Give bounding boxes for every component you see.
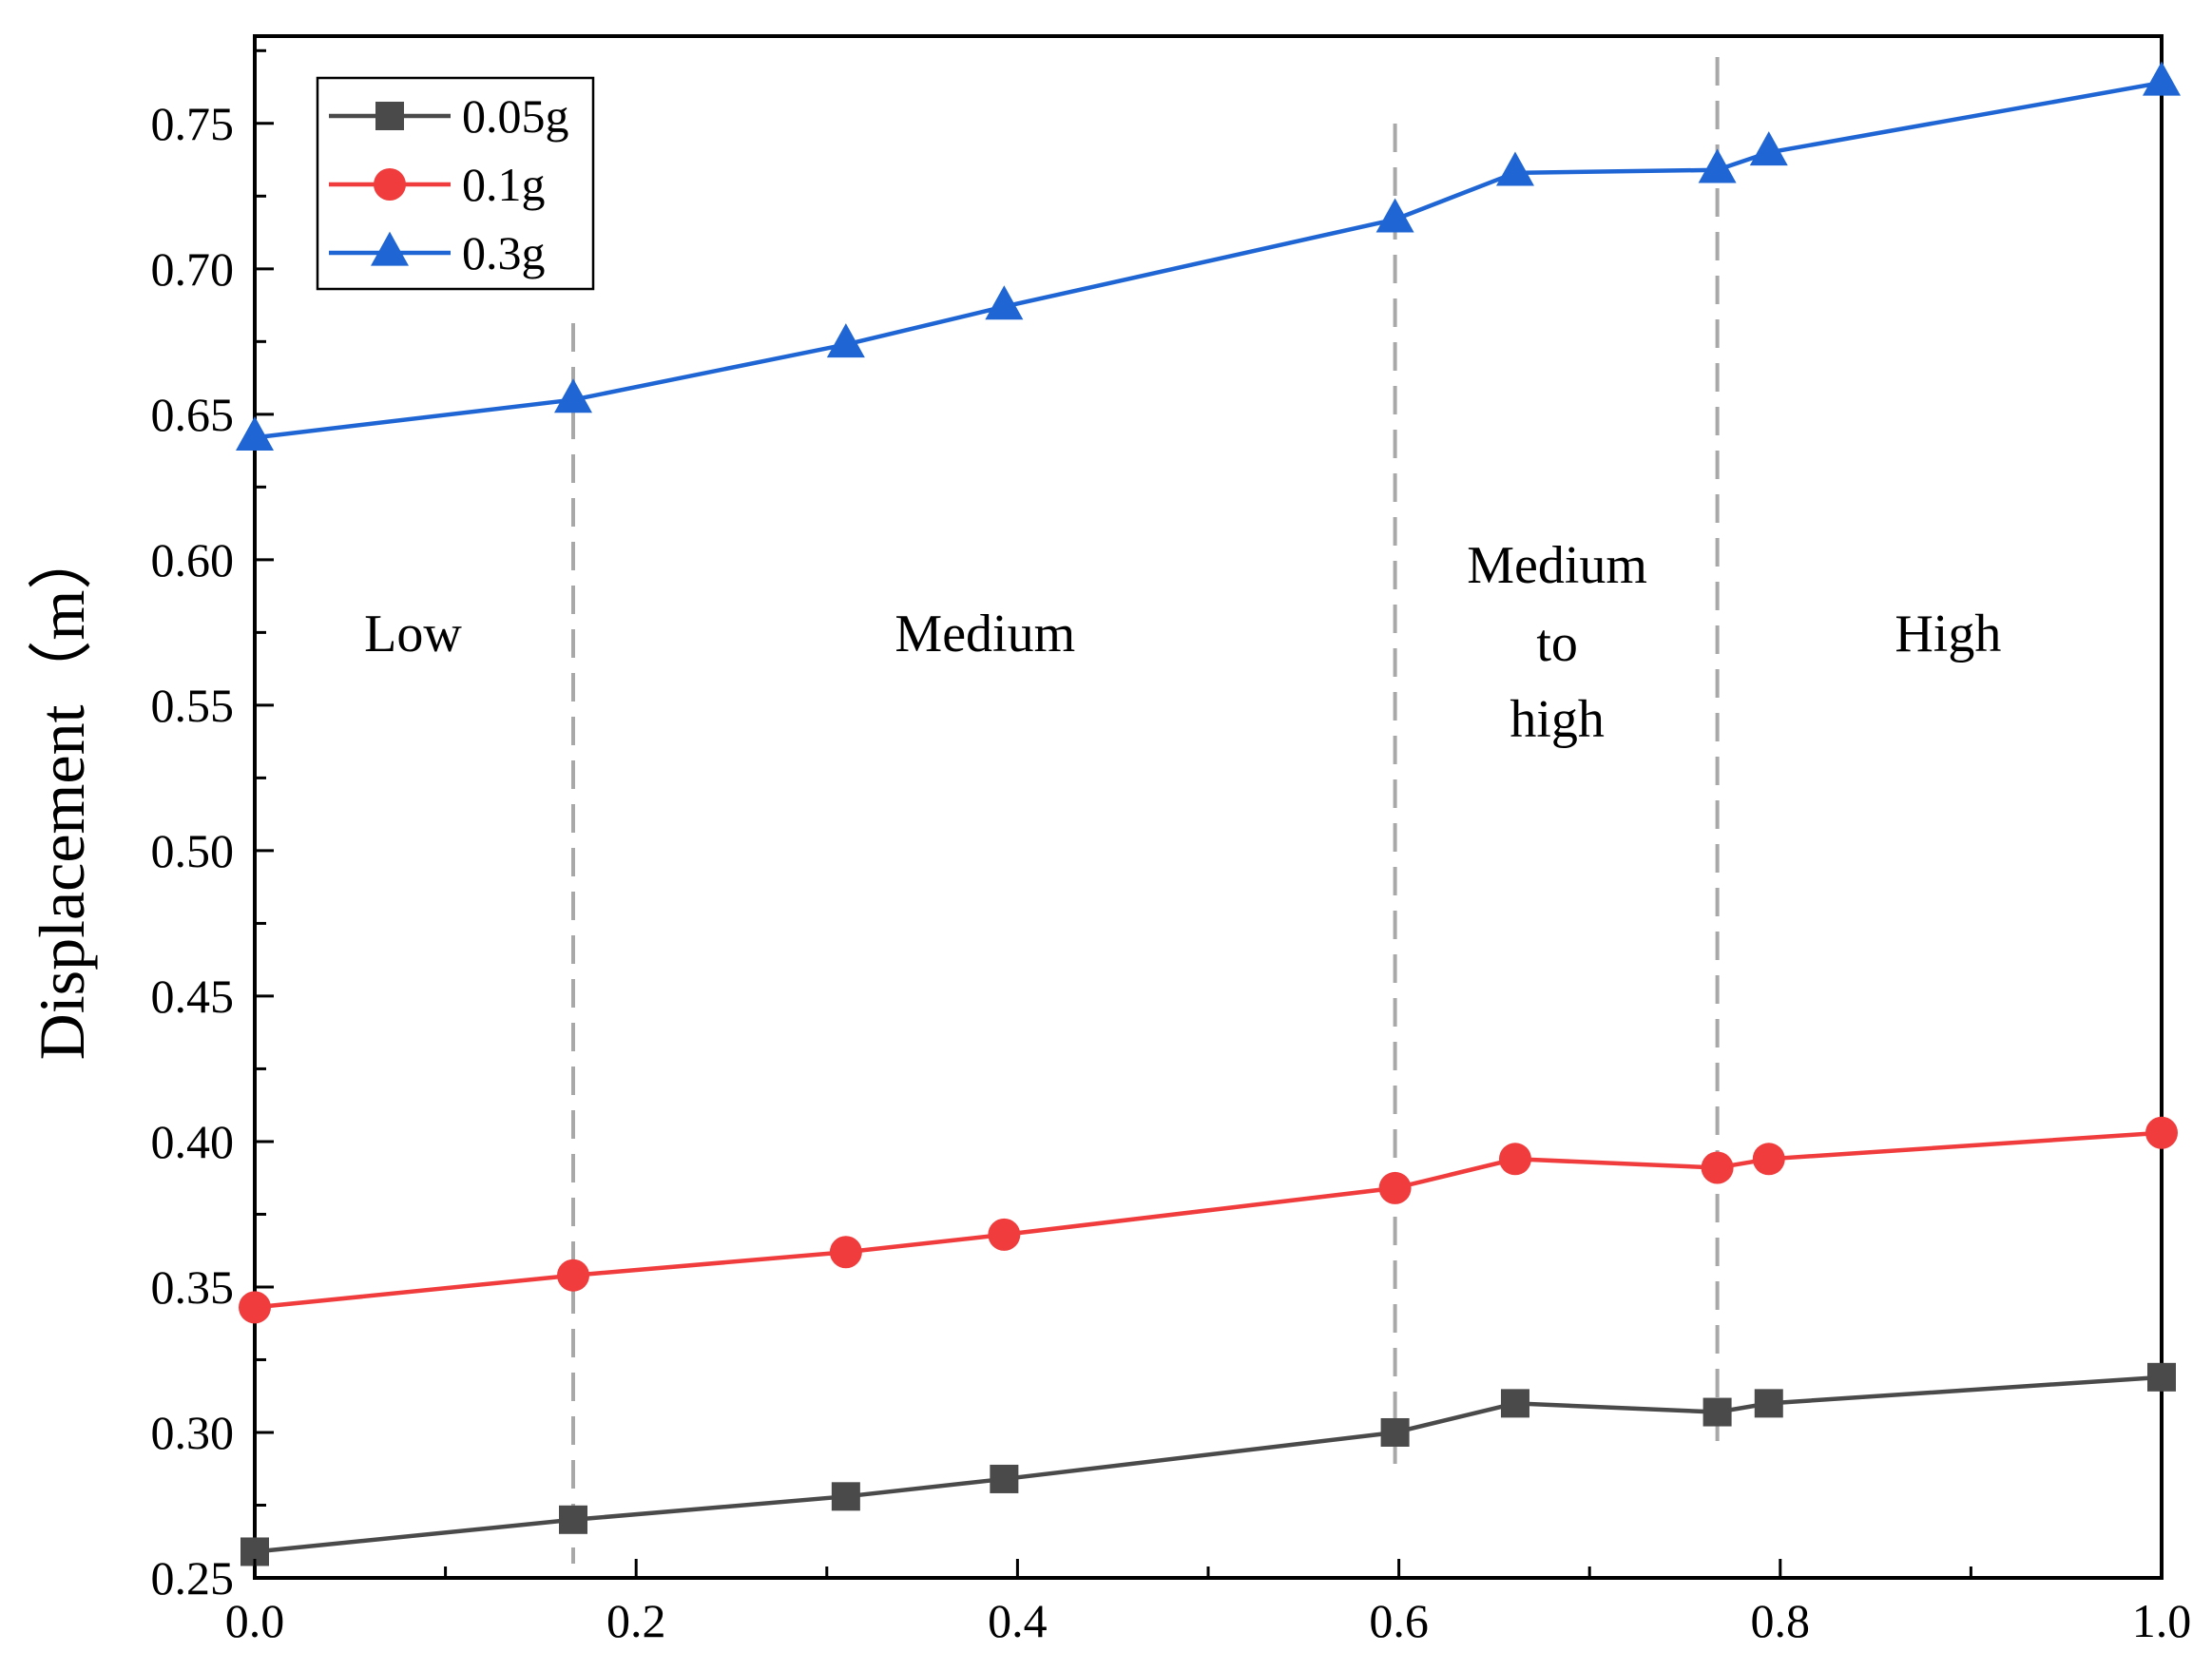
y-tick-label: 0.65 <box>151 388 235 441</box>
y-axis-title: Displacement（m） <box>26 526 98 1061</box>
legend: 0.05g 0.1g 0.3g <box>316 76 595 291</box>
data-point-0.3g <box>2143 61 2181 96</box>
region-label: High <box>1895 605 2001 663</box>
axes: 0.0 0.2 0.4 0.6 0.8 1.0 0.25 0.30 0.35 0.40 0.45 0.… <box>26 48 2192 1647</box>
legend-marker-0.05g <box>375 102 404 130</box>
region-dividers <box>571 57 1720 1564</box>
x-tick-label: 0.2 <box>606 1594 666 1647</box>
legend-label: 0.3g <box>462 226 546 279</box>
data-point-0.05g <box>1702 1397 1732 1427</box>
x-tick-label: 0.8 <box>1751 1594 1811 1647</box>
y-tick-label: 0.25 <box>151 1551 235 1605</box>
data-point-0.05g <box>559 1505 588 1534</box>
data-series <box>236 61 2181 1566</box>
x-tick-label: 0.4 <box>988 1594 1048 1647</box>
data-point-0.1g <box>557 1259 590 1292</box>
legend-marker-0.3g <box>371 231 409 266</box>
y-tick-label: 0.75 <box>151 97 235 150</box>
region-label: to <box>1536 614 1578 673</box>
region-label: high <box>1510 690 1605 749</box>
data-point-0.1g <box>988 1218 1021 1251</box>
data-point-0.1g <box>829 1236 862 1269</box>
region-label: Medium <box>1467 536 1647 595</box>
data-point-0.3g <box>826 323 865 358</box>
legend-label: 0.05g <box>462 89 569 143</box>
y-tick-label: 0.55 <box>151 679 235 732</box>
series-0.05g <box>240 1362 2176 1566</box>
data-point-0.1g <box>1752 1143 1785 1176</box>
x-tick-label: 0.6 <box>1369 1594 1429 1647</box>
data-point-0.3g <box>1375 198 1414 233</box>
data-point-0.05g <box>1754 1389 1783 1418</box>
data-point-0.1g <box>1378 1171 1412 1204</box>
data-point-0.05g <box>1500 1389 1529 1418</box>
series-0.1g <box>239 1116 2178 1324</box>
data-point-0.1g <box>1498 1143 1531 1176</box>
region-labels: Low Medium Medium to high High <box>364 536 2001 749</box>
y-tick-label: 0.60 <box>151 533 235 586</box>
y-tick-label: 0.35 <box>151 1260 235 1314</box>
y-tick-label: 0.70 <box>151 242 235 296</box>
data-point-0.3g <box>1495 151 1534 186</box>
data-point-0.3g <box>236 416 274 452</box>
data-point-0.1g <box>1701 1151 1734 1184</box>
data-point-0.3g <box>554 378 593 413</box>
x-tick-label: 0.0 <box>225 1594 285 1647</box>
data-point-0.05g <box>1380 1417 1410 1447</box>
data-point-0.1g <box>239 1291 271 1324</box>
data-point-0.3g <box>1749 131 1788 166</box>
region-label: Medium <box>894 605 1075 663</box>
data-point-0.05g <box>831 1482 860 1511</box>
y-tick-label: 0.45 <box>151 970 235 1023</box>
y-tick-label: 0.50 <box>151 824 235 877</box>
data-point-0.3g <box>985 285 1024 320</box>
y-tick-label: 0.30 <box>151 1406 235 1459</box>
data-point-0.05g <box>2147 1362 2176 1392</box>
series-0.3g <box>236 61 2181 452</box>
legend-label: 0.1g <box>462 158 546 211</box>
data-point-0.3g <box>1698 148 1737 183</box>
x-tick-label: 1.0 <box>2132 1594 2192 1647</box>
data-point-0.05g <box>990 1464 1019 1493</box>
legend-marker-0.1g <box>374 168 406 201</box>
data-point-0.1g <box>2145 1116 2178 1149</box>
y-tick-label: 0.40 <box>151 1115 235 1168</box>
region-label: Low <box>364 605 462 663</box>
